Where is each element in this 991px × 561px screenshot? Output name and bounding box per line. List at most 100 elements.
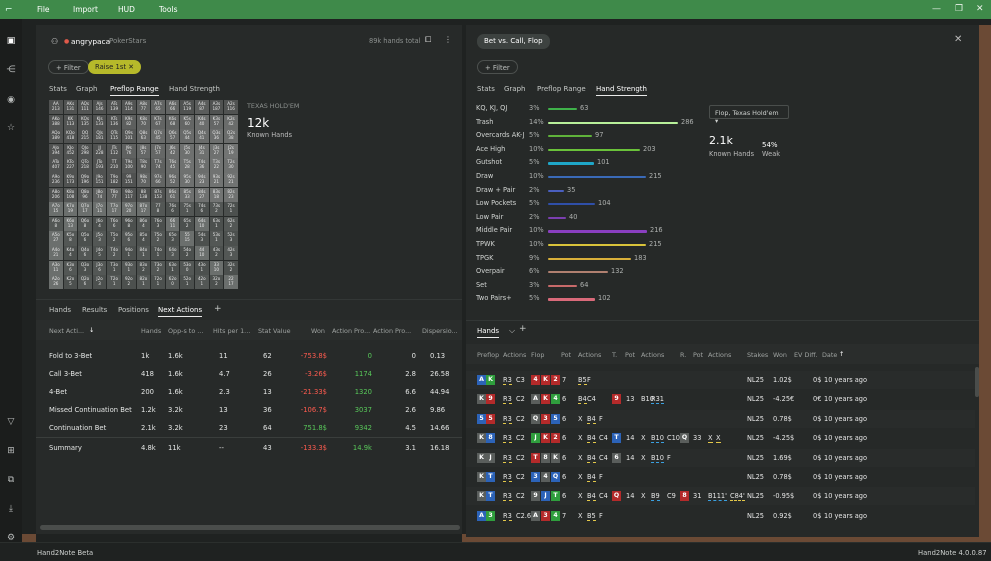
range-cell[interactable]: 92s 21: [224, 173, 238, 188]
range-cell[interactable]: T8s 90: [136, 158, 151, 173]
range-cell[interactable]: K6o 13: [63, 216, 78, 232]
range-cell[interactable]: 64s 10: [195, 216, 209, 232]
close-icon[interactable]: ✕: [976, 4, 984, 14]
range-cell[interactable]: 76o 3: [151, 216, 165, 232]
range-cell[interactable]: 54o 2: [180, 246, 194, 261]
range-cell[interactable]: 32o 2: [209, 275, 224, 290]
vertical-scrollbar[interactable]: [975, 367, 979, 397]
share-nodes-icon[interactable]: ⋲: [6, 65, 16, 75]
range-cell[interactable]: K6s 68: [165, 114, 180, 129]
range-cell[interactable]: JTo 193: [92, 158, 107, 173]
range-cell[interactable]: 97s 66: [151, 173, 165, 188]
range-cell[interactable]: 76s 6: [165, 202, 180, 217]
hands-col[interactable]: Actions: [708, 351, 732, 359]
col-next-action[interactable]: Next Acti...: [49, 327, 85, 335]
range-cell[interactable]: AA 213: [49, 100, 63, 115]
range-cell[interactable]: 84o 1: [136, 246, 151, 261]
range-cell[interactable]: T2o 1: [107, 275, 121, 290]
range-cell[interactable]: A7o 15: [49, 202, 63, 217]
tab-preflop-range-right[interactable]: Preflop Range: [537, 85, 586, 93]
range-cell[interactable]: Q7o 17: [78, 202, 92, 217]
tab-graph-right[interactable]: Graph: [504, 85, 526, 93]
range-cell[interactable]: QJo 298: [78, 143, 92, 159]
range-cell[interactable]: Q2s 38: [224, 129, 238, 144]
range-cell[interactable]: QQ 215: [78, 129, 92, 144]
range-cell[interactable]: T5o 2: [107, 231, 121, 246]
range-cell[interactable]: Q7s 45: [151, 129, 165, 144]
range-cell[interactable]: AKs 131: [63, 100, 78, 115]
horizontal-scrollbar[interactable]: [40, 525, 460, 530]
range-cell[interactable]: 43o 1: [195, 260, 209, 275]
range-cell[interactable]: 64o 3: [165, 246, 180, 261]
hands-col[interactable]: Stakes: [747, 351, 769, 359]
range-cell[interactable]: J6s 42: [165, 143, 180, 159]
range-cell[interactable]: TT 210: [107, 158, 121, 173]
range-cell[interactable]: Q6o 8: [78, 216, 92, 232]
range-cell[interactable]: T7o 17: [107, 202, 121, 217]
range-cell[interactable]: K7o 19: [63, 202, 78, 217]
menu-hud[interactable]: HUD: [118, 5, 135, 14]
sort-down-icon[interactable]: ↓: [89, 326, 95, 334]
range-cell[interactable]: J9s 76: [122, 143, 136, 159]
range-cell[interactable]: 93s 21: [209, 173, 224, 188]
range-cell[interactable]: 82s 23: [224, 187, 238, 202]
hands-col[interactable]: Won: [773, 351, 787, 359]
range-cell[interactable]: 75o 2: [151, 231, 165, 246]
range-cell[interactable]: 85o 4: [136, 231, 151, 246]
hands-col[interactable]: Actions: [641, 351, 665, 359]
range-cell[interactable]: Q8o 96: [78, 187, 92, 202]
title-pill[interactable]: Bet vs. Call, Flop: [477, 34, 550, 49]
range-cell[interactable]: 94s 23: [195, 173, 209, 188]
range-cell[interactable]: KTo 227: [63, 158, 78, 173]
maximize-icon[interactable]: ❐: [955, 4, 964, 14]
range-cell[interactable]: 83s 18: [209, 187, 224, 202]
range-cell[interactable]: J3s 27: [209, 143, 224, 159]
range-cell[interactable]: QTo 218: [78, 158, 92, 173]
range-cell[interactable]: 98o 117: [122, 187, 136, 202]
range-cell[interactable]: K4o 4: [63, 246, 78, 261]
range-cell[interactable]: J8o 74: [92, 187, 107, 202]
range-cell[interactable]: 74o 1: [151, 246, 165, 261]
tab-stats-right[interactable]: Stats: [477, 85, 495, 93]
tab-hands[interactable]: Hands: [49, 306, 72, 314]
range-cell[interactable]: 44 10: [195, 246, 209, 261]
range-cell[interactable]: 52o 1: [180, 275, 194, 290]
next-action-name[interactable]: Call 3-Bet: [49, 370, 82, 378]
range-cell[interactable]: 93o 1: [122, 260, 136, 275]
range-cell[interactable]: T3o 1: [107, 260, 121, 275]
range-cell[interactable]: AJs 146: [92, 100, 107, 115]
remove-pill-icon[interactable]: ✕: [128, 63, 134, 71]
range-cell[interactable]: 32s 2: [224, 260, 238, 275]
range-cell[interactable]: 83o 2: [136, 260, 151, 275]
range-cell[interactable]: JTs 112: [107, 143, 121, 159]
hands-col[interactable]: Date: [822, 351, 838, 359]
range-cell[interactable]: KJs 133: [92, 114, 107, 129]
range-cell[interactable]: J8s 57: [136, 143, 151, 159]
range-cell[interactable]: A9s 114: [122, 100, 136, 115]
user-filter-icon[interactable]: ⚇: [51, 37, 59, 46]
range-cell[interactable]: T8o 77: [107, 187, 121, 202]
range-cell[interactable]: 54s 3: [195, 231, 209, 246]
col-action-pro-2[interactable]: Action Pro...: [373, 327, 412, 335]
range-cell[interactable]: K8o 108: [63, 187, 78, 202]
range-cell[interactable]: Q8s 63: [136, 129, 151, 144]
range-cell[interactable]: 94o 1: [122, 246, 136, 261]
range-cell[interactable]: A3o 11: [49, 260, 63, 275]
sort-up-icon[interactable]: ↑: [839, 350, 845, 358]
range-cell[interactable]: K8s 70: [136, 114, 151, 129]
next-action-name[interactable]: Fold to 3-Bet: [49, 352, 93, 360]
tab-hand-strength[interactable]: Hand Strength: [169, 85, 220, 93]
range-cell[interactable]: 95s 30: [180, 173, 194, 188]
range-cell[interactable]: 86o 4: [136, 216, 151, 232]
range-cell[interactable]: 53s 1: [209, 231, 224, 246]
range-cell[interactable]: 72s 1: [224, 202, 238, 217]
range-cell[interactable]: J2s 19: [224, 143, 238, 159]
range-cell[interactable]: A3s 187: [209, 100, 224, 115]
range-cell[interactable]: J2o 3: [92, 275, 107, 290]
range-cell[interactable]: T2s 30: [224, 158, 238, 173]
star-list-icon[interactable]: ☆: [6, 123, 16, 133]
range-cell[interactable]: T5s 28: [180, 158, 194, 173]
range-cell[interactable]: 55 15: [180, 231, 194, 246]
col-dispersion[interactable]: Dispersio...: [422, 327, 458, 335]
range-cell[interactable]: 63o 1: [165, 260, 180, 275]
